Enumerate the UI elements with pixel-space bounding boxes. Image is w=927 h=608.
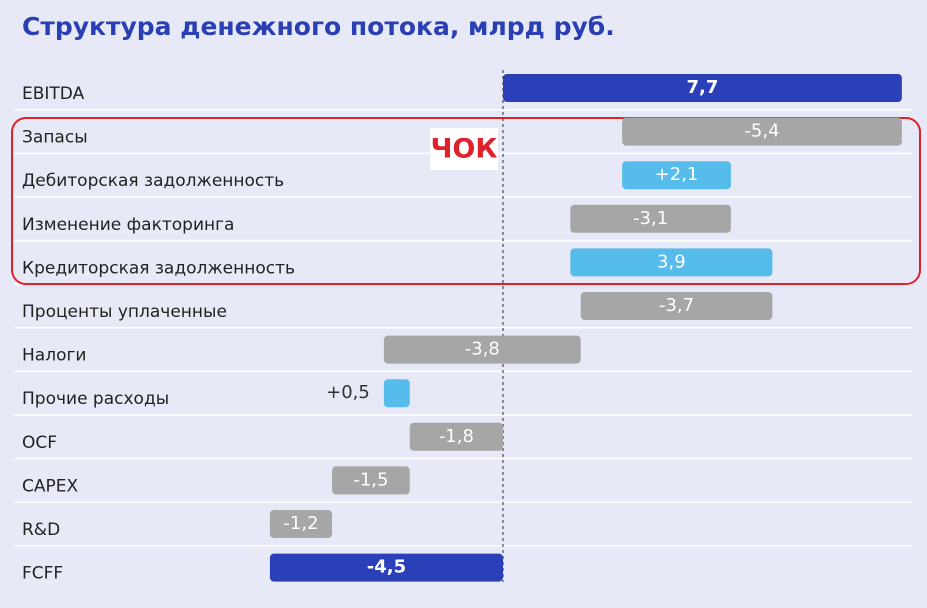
bar bbox=[622, 161, 731, 190]
category-label: Изменение факторинга bbox=[22, 215, 234, 235]
value-label: -3,8 bbox=[465, 339, 500, 360]
bar bbox=[503, 74, 902, 102]
value-label: +0,5 bbox=[326, 382, 370, 403]
category-label: Кредиторская задолженность bbox=[22, 258, 295, 278]
annotation: ЧОК bbox=[431, 134, 498, 165]
value-label: 7,7 bbox=[686, 77, 718, 98]
bar bbox=[622, 117, 902, 146]
annotation-box bbox=[430, 128, 498, 170]
category-label: EBITDA bbox=[22, 84, 85, 104]
value-label: -3,7 bbox=[659, 295, 694, 316]
category-label: R&D bbox=[22, 520, 60, 540]
chart-title: Структура денежного потока, млрд руб. bbox=[22, 12, 615, 41]
category-label: Дебиторская задолженность bbox=[22, 171, 284, 191]
category-label: Проценты уплаченные bbox=[22, 302, 227, 322]
value-label: -1,8 bbox=[439, 426, 474, 447]
bar bbox=[383, 335, 581, 364]
highlight-frame bbox=[11, 117, 921, 285]
value-label: -5,4 bbox=[744, 121, 779, 142]
bar bbox=[580, 292, 773, 320]
bar bbox=[570, 248, 773, 277]
bar bbox=[570, 204, 731, 233]
value-label: -3,1 bbox=[633, 208, 668, 229]
category-label: Прочие расходы bbox=[22, 389, 169, 409]
bar bbox=[332, 466, 410, 495]
value-label: -4,5 bbox=[367, 557, 406, 578]
bar bbox=[269, 553, 503, 582]
value-label: 3,9 bbox=[657, 251, 686, 272]
category-label: FCFF bbox=[22, 564, 63, 584]
category-label: OCF bbox=[22, 433, 57, 453]
value-label: -1,2 bbox=[283, 513, 318, 534]
value-label: -1,5 bbox=[353, 469, 388, 490]
bar bbox=[409, 422, 503, 451]
category-label: CAPEX bbox=[22, 476, 78, 496]
category-label: Запасы bbox=[22, 128, 88, 148]
bar bbox=[269, 510, 333, 538]
value-label: +2,1 bbox=[655, 164, 699, 185]
bar bbox=[383, 379, 410, 408]
category-label: Налоги bbox=[22, 346, 86, 366]
